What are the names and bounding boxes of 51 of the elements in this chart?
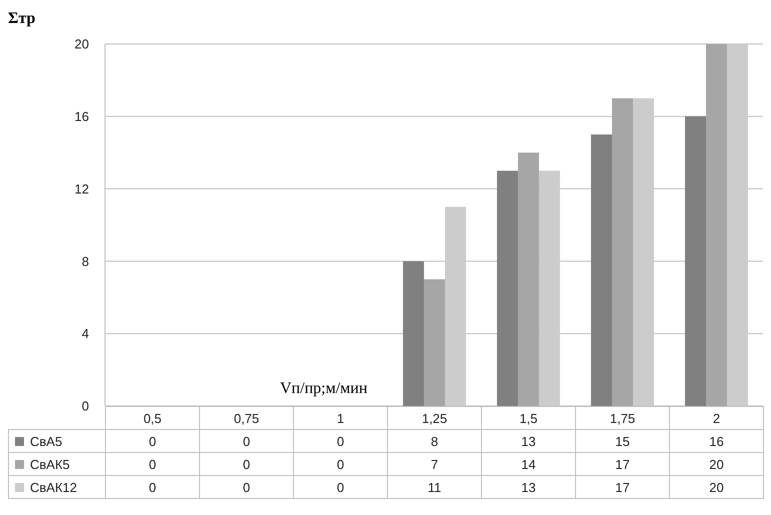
- x-tick-label: 1,75: [576, 406, 670, 430]
- bar: [496, 170, 518, 406]
- data-label: 0: [294, 476, 388, 498]
- x-tick-label: 0,5: [106, 406, 200, 430]
- data-label: 13: [482, 476, 576, 498]
- y-tick-label: 12: [74, 181, 89, 196]
- bar: [424, 279, 445, 406]
- data-label: 0: [106, 476, 200, 498]
- legend-label: СвА5: [8, 430, 106, 452]
- data-label: 8: [388, 430, 482, 452]
- data-label: 7: [388, 452, 482, 476]
- bar: [538, 170, 560, 406]
- y-tick-label: 20: [74, 36, 89, 52]
- data-label: 20: [670, 452, 764, 476]
- data-label: 0: [200, 476, 294, 498]
- x-tick-label: 1,5: [482, 406, 576, 430]
- data-label: 17: [576, 452, 670, 476]
- bar: [444, 206, 466, 406]
- data-label: 11: [388, 476, 482, 498]
- legend-label: СвАК12: [8, 476, 106, 498]
- y-axis-title: Σтр: [8, 10, 36, 28]
- data-label: 0: [200, 430, 294, 452]
- data-label: 17: [576, 476, 670, 498]
- data-label: 0: [294, 452, 388, 476]
- y-tick-label: 16: [74, 109, 89, 124]
- bar: [632, 98, 654, 406]
- y-tick-label: 0: [82, 398, 89, 414]
- data-label: 16: [670, 430, 764, 452]
- data-label: 13: [482, 430, 576, 452]
- bar: [684, 116, 706, 406]
- bar: [518, 152, 539, 406]
- data-label: 15: [576, 430, 670, 452]
- y-tick-label: 8: [82, 254, 89, 269]
- y-tick-label: 4: [82, 326, 89, 342]
- bar: [612, 98, 633, 406]
- legend-label: СвАК5: [8, 452, 106, 476]
- bar: [590, 134, 612, 406]
- x-tick-label: 1: [294, 406, 388, 430]
- bar: [706, 44, 727, 406]
- data-label: 14: [482, 452, 576, 476]
- bar: [402, 261, 424, 406]
- x-tick-label: 0,75: [200, 406, 294, 430]
- x-tick-label: 1,25: [388, 406, 482, 430]
- data-label: 0: [106, 452, 200, 476]
- data-label: 0: [200, 452, 294, 476]
- data-label: 20: [670, 476, 764, 498]
- bar: [726, 44, 748, 406]
- x-tick-label: 2: [670, 406, 764, 430]
- data-label: 0: [106, 430, 200, 452]
- data-label: 0: [294, 430, 388, 452]
- x-axis-title: Vп/пр;м/мин: [280, 380, 368, 398]
